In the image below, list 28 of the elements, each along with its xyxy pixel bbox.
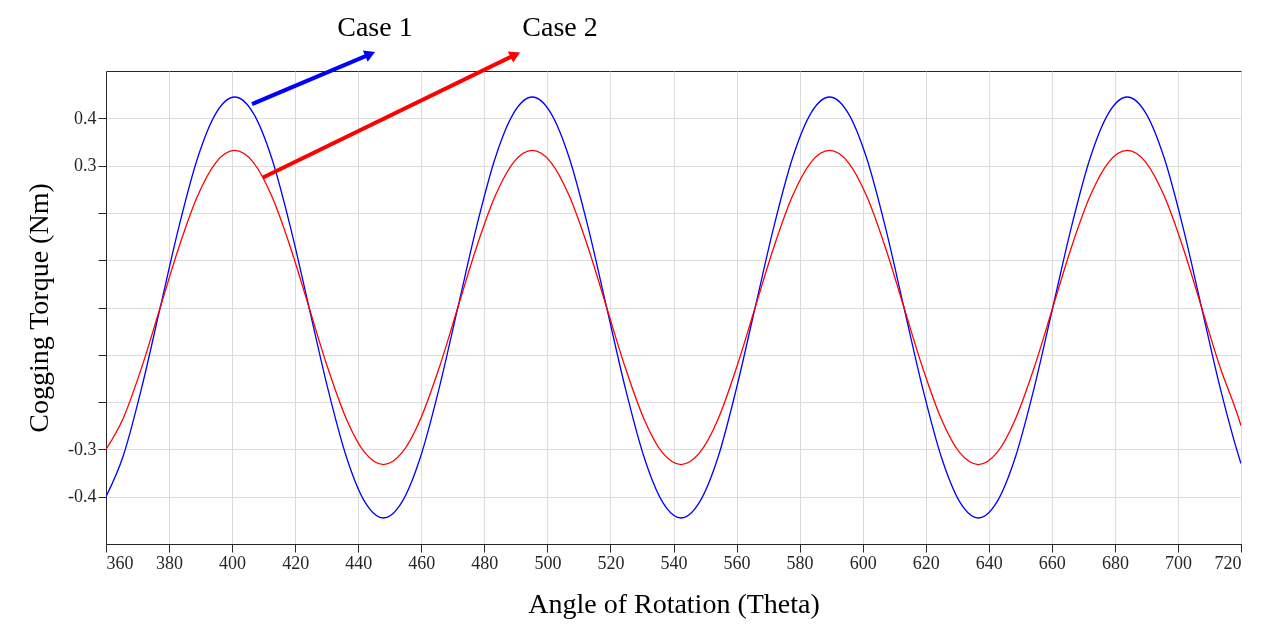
- x-tick-label: 560: [723, 552, 751, 573]
- x-tick-label: 680: [1101, 552, 1129, 573]
- x-tick-label: 720: [1214, 552, 1242, 573]
- x-tick-label: 520: [597, 552, 625, 573]
- x-tick-label: 500: [534, 552, 562, 573]
- x-tick-label: 700: [1164, 552, 1192, 573]
- x-tick-label: 660: [1038, 552, 1066, 573]
- x-tick-label: 600: [849, 552, 877, 573]
- x-tick-label: 480: [471, 552, 499, 573]
- x-tick-label: 400: [219, 552, 247, 573]
- y-tick-label: -0.4: [68, 486, 97, 507]
- line-series: [106, 96, 1241, 519]
- y-tick-label: -0.3: [68, 438, 97, 459]
- x-tick-label: 460: [408, 552, 436, 573]
- x-tick-label: 640: [975, 552, 1003, 573]
- x-tick-label: 580: [786, 552, 814, 573]
- x-tick-label: 420: [282, 552, 310, 573]
- x-tick-label: 380: [156, 552, 184, 573]
- annotation: Case 2: [522, 11, 598, 43]
- y-tick-label: 0.3: [74, 155, 97, 176]
- y-axis-title: Cogging Torque (Nm): [23, 183, 55, 433]
- x-tick-label: 540: [660, 552, 688, 573]
- x-tick-label: 440: [345, 552, 373, 573]
- x-tick-label: 620: [912, 552, 940, 573]
- x-tick-label: 360: [106, 552, 134, 573]
- y-tick-label: 0.4: [74, 107, 97, 128]
- x-axis-title: Angle of Rotation (Theta): [528, 587, 820, 619]
- annotation: Case 1: [337, 11, 413, 43]
